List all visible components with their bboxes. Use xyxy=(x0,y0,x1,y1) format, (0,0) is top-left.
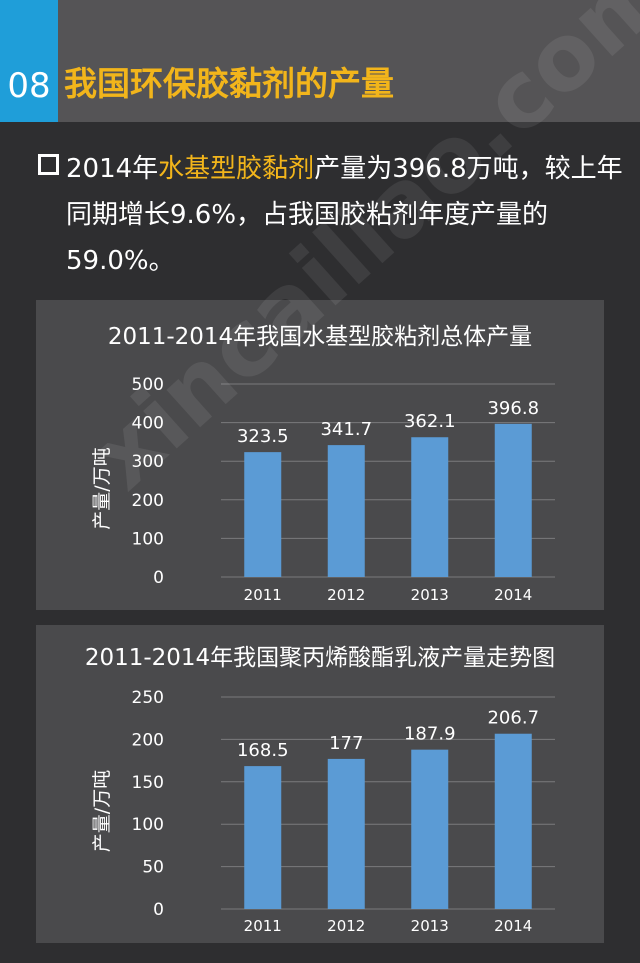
y-tick-label: 300 xyxy=(132,452,164,472)
bullet-text-start: 2014年 xyxy=(66,154,159,184)
data-label: 206.7 xyxy=(487,708,539,729)
bar-2012 xyxy=(327,445,365,577)
bar-2011 xyxy=(244,452,282,577)
square-bullet-icon xyxy=(38,154,59,175)
y-tick-label: 100 xyxy=(132,815,164,835)
x-tick-label: 2014 xyxy=(494,917,532,935)
data-label: 396.8 xyxy=(487,398,539,419)
y-tick-label: 50 xyxy=(142,858,164,878)
page-title: 我国环保胶黏剂的产量 xyxy=(64,64,394,103)
x-tick-label: 2013 xyxy=(411,917,449,935)
y-tick-label: 200 xyxy=(132,491,164,511)
chart-title: 2011-2014年我国水基型胶粘剂总体产量 xyxy=(108,324,532,350)
header-bar: 08 我国环保胶黏剂的产量 xyxy=(0,0,640,122)
y-tick-label: 200 xyxy=(132,730,164,750)
x-tick-label: 2012 xyxy=(327,586,365,604)
bar-2014 xyxy=(494,733,532,909)
x-tick-label: 2013 xyxy=(411,586,449,604)
chart-panel-polyacrylate: 2011-2014年我国聚丙烯酸酯乳液产量走势图 0 50 100 150 200 250 产… xyxy=(36,625,604,943)
data-label: 177 xyxy=(329,733,363,754)
data-label: 323.5 xyxy=(237,426,289,447)
bar-2011 xyxy=(244,766,282,909)
bullet-text: 2014年水基型胶黏剂产量为396.8万吨，较上年同期增长9.6%，占我国胶粘剂… xyxy=(66,146,626,284)
data-label: 362.1 xyxy=(404,411,456,432)
y-tick-label: 100 xyxy=(132,529,164,549)
y-tick-label: 0 xyxy=(153,900,164,920)
chart-title: 2011-2014年我国聚丙烯酸酯乳液产量走势图 xyxy=(85,645,555,671)
y-tick-label: 150 xyxy=(132,773,164,793)
y-tick-label: 400 xyxy=(132,414,164,434)
y-tick-label: 500 xyxy=(132,375,164,395)
y-tick-label: 250 xyxy=(132,688,164,708)
y-tick-label: 0 xyxy=(153,568,164,588)
y-axis-label: 产量/万吨 xyxy=(91,447,113,529)
polyacrylate-emulsion-chart: 2011-2014年我国聚丙烯酸酯乳液产量走势图 0 50 100 150 200 250 产… xyxy=(85,645,555,935)
chart-panel-water-based: 2011-2014年我国水基型胶粘剂总体产量 0 100 200 300 400 500 产量… xyxy=(36,300,604,610)
section-number: 08 xyxy=(7,66,51,106)
water-based-adhesive-chart: 2011-2014年我国水基型胶粘剂总体产量 0 100 200 300 400 500 产量… xyxy=(91,324,555,604)
y-axis-label: 产量/万吨 xyxy=(91,770,113,852)
bar-2013 xyxy=(411,437,449,577)
x-tick-label: 2012 xyxy=(327,917,365,935)
data-label: 168.5 xyxy=(237,740,289,761)
bullet-highlight: 水基型胶黏剂 xyxy=(158,154,315,184)
x-tick-label: 2011 xyxy=(244,917,282,935)
bar-2014 xyxy=(494,423,532,577)
data-label: 187.9 xyxy=(404,724,456,745)
section-number-box: 08 xyxy=(0,0,58,122)
bar-2012 xyxy=(327,758,365,909)
bullet-text-end: 产量为396.8万吨，较上年同期增长9.6%，占我国胶粘剂年度产量的59.0%。 xyxy=(66,154,623,276)
data-label: 341.7 xyxy=(320,419,372,440)
bar-2013 xyxy=(411,749,449,909)
x-tick-label: 2011 xyxy=(244,586,282,604)
x-tick-label: 2014 xyxy=(494,586,532,604)
